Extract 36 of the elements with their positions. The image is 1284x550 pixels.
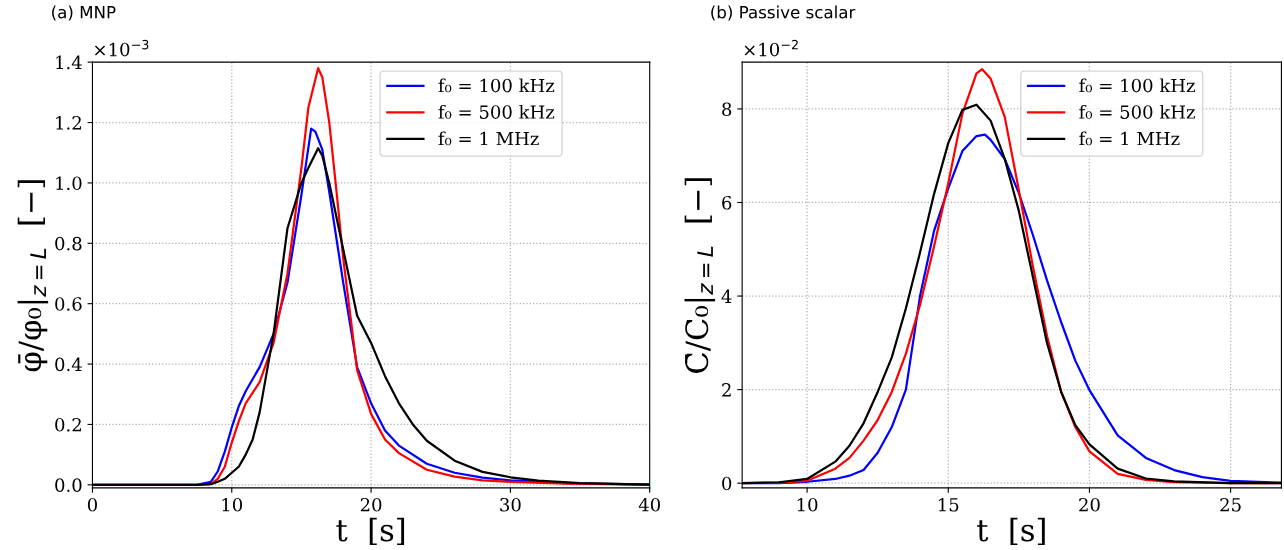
y-tick-label: 6 [722, 195, 732, 210]
chart-title: (b) Passive scalar [711, 5, 856, 21]
legend-label: f₀ = 1 MHz [1079, 131, 1180, 146]
chart-title: (a) MNP [52, 5, 116, 21]
legend-label: f₀ = 1 MHz [438, 131, 539, 146]
text: ×10$^{−2}$ [744, 39, 798, 57]
x-tick-label: 30 [500, 497, 521, 512]
text: ×10$^{−3}$ [94, 39, 149, 57]
x-tick-label: 10 [797, 497, 818, 512]
y-tick-label: 1.0 [56, 176, 82, 191]
x-tick-label: 20 [360, 497, 382, 512]
legend-label: f₀ = 500 kHz [438, 104, 555, 119]
x-axis-title: t [s] [336, 517, 405, 546]
y-tick-label: 1.4 [56, 55, 82, 70]
y-tick-label: 4 [721, 289, 732, 303]
x-axis-title: t [s] [977, 517, 1045, 546]
y-axis-title: C̄/C₀|$_{z=L}$ [−] [684, 178, 716, 373]
y-tick-label: 8 [722, 102, 732, 117]
y-tick-label: 0 [722, 476, 732, 491]
x-tick-label: 20 [1079, 497, 1100, 512]
x-tick-label: 15 [938, 497, 959, 512]
y-tick-label: 0.6 [55, 297, 82, 311]
y-tick-label: 0.2 [55, 417, 81, 432]
y-axis-title: φ̄/φ₀|$_{z=L}$ [−] [17, 180, 49, 372]
legend-label: f₀ = 100 kHz [1079, 78, 1195, 93]
x-tick-label: 25 [1220, 497, 1241, 512]
y-tick-label: 0.0 [55, 478, 82, 492]
y-tick-label: 0.4 [55, 357, 82, 372]
y-tick-label: 0.8 [55, 236, 82, 251]
y-tick-label: 2 [722, 383, 731, 397]
legend-label: f₀ = 500 kHz [1079, 104, 1195, 119]
legend-label: f₀ = 100 kHz [438, 78, 555, 93]
x-tick-label: 10 [222, 497, 243, 512]
x-tick-label: 0 [87, 497, 97, 512]
x-tick-label: 40 [638, 497, 660, 512]
y-tick-label: 1.2 [56, 115, 81, 130]
